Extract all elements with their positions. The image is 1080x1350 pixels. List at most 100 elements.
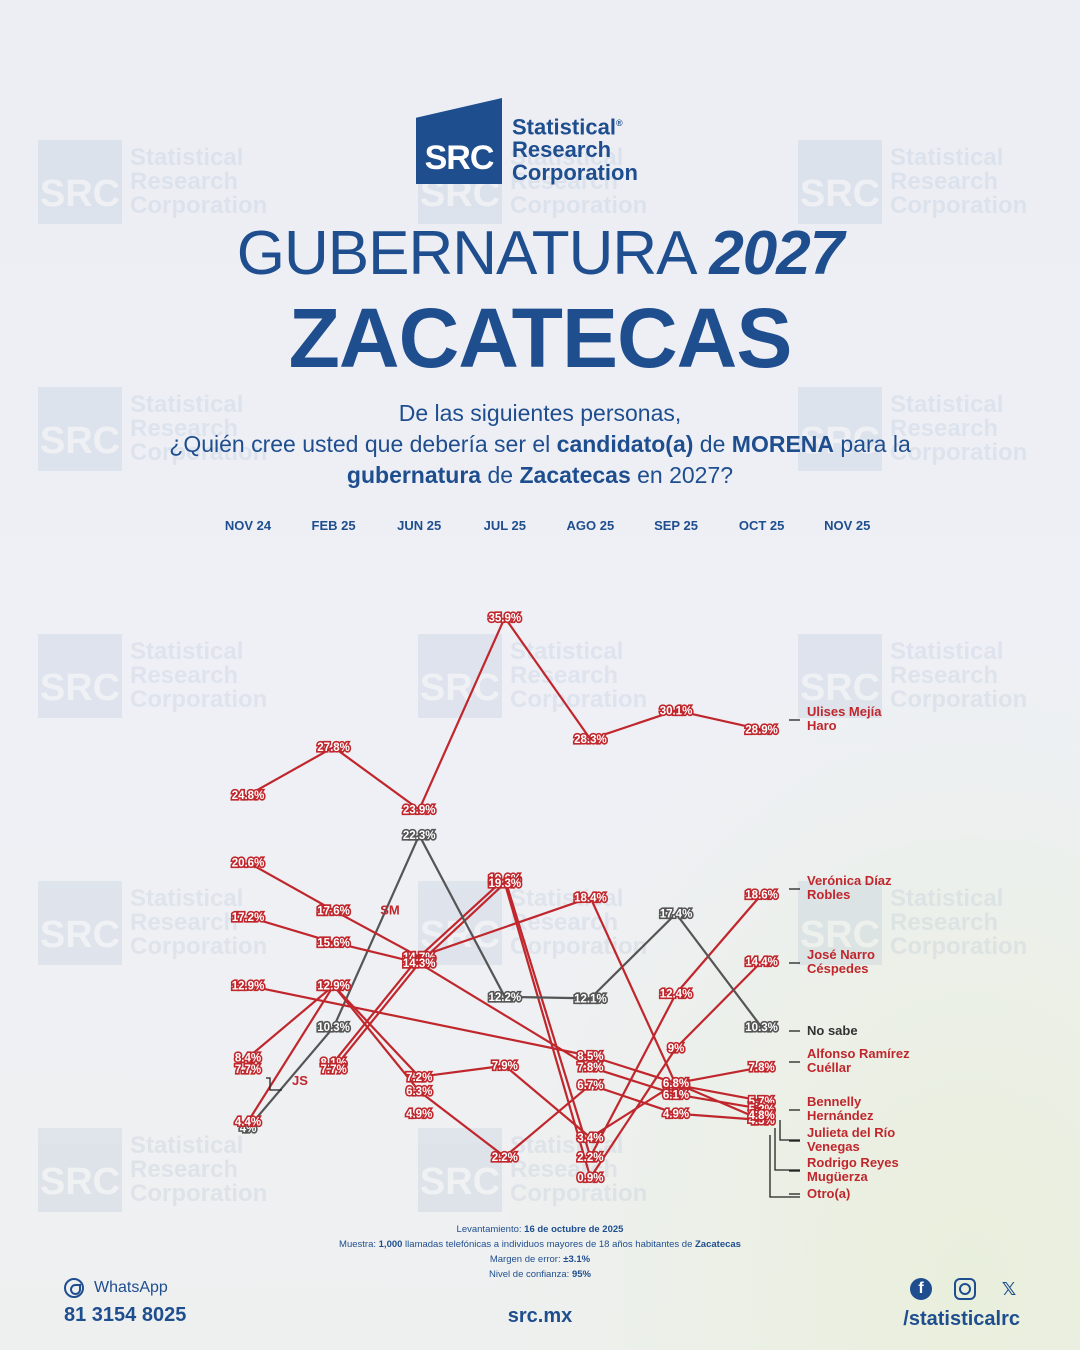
data-label: 12.9% (316, 979, 352, 994)
data-label: 6.7% (661, 1078, 690, 1093)
svg-text:12.2%: 12.2% (488, 992, 521, 1004)
data-label: 23.9% (401, 803, 437, 818)
data-label: 17.6% (316, 904, 352, 919)
x-tick-label: JUL 25 (483, 518, 526, 533)
q-bold: candidato(a) (556, 431, 694, 457)
svg-text:7.8%: 7.8% (577, 1062, 603, 1074)
svg-text:10.3%: 10.3% (745, 1022, 778, 1034)
data-label: 14.4% (744, 955, 780, 970)
data-label: 6.8% (661, 1077, 690, 1092)
q-bold: Zacatecas (519, 462, 631, 488)
svg-text:4.9%: 4.9% (663, 1109, 689, 1121)
registered-mark: ® (615, 117, 623, 128)
instagram-icon[interactable] (954, 1278, 976, 1300)
svg-text:18.4%: 18.4% (574, 893, 607, 905)
svg-text:6.1%: 6.1% (663, 1089, 689, 1101)
logo-line1: Statistical (512, 114, 616, 139)
svg-text:28.3%: 28.3% (574, 734, 607, 746)
note-value: 95% (571, 1269, 591, 1280)
facebook-icon[interactable]: f (910, 1278, 932, 1300)
svg-text:14.7%: 14.7% (403, 952, 436, 964)
data-label: 7.8% (576, 1061, 605, 1076)
svg-text:5.2%: 5.2% (748, 1104, 774, 1116)
data-label: 4.9% (404, 1107, 433, 1122)
svg-text:8.1%: 8.1% (320, 1057, 346, 1069)
svg-text:27.8%: 27.8% (317, 742, 350, 754)
data-label: 35.9% (487, 611, 523, 626)
legend-label: Céspedes (807, 961, 868, 976)
data-label: 14.3% (401, 957, 437, 972)
website-link[interactable]: src.mx (507, 1305, 573, 1327)
data-label: 27.8% (316, 741, 352, 756)
question-line3: gubernatura de Zacatecas en 2027? (60, 460, 1020, 491)
whatsapp-label: WhatsApp (94, 1279, 168, 1296)
social-handle[interactable]: /statisticalrc (903, 1308, 1020, 1330)
data-label: 24.8% (230, 789, 266, 804)
legend-label: Bennelly (807, 1094, 862, 1109)
data-label: 7.8% (747, 1061, 776, 1076)
svg-text:35.9%: 35.9% (488, 613, 521, 625)
x-tick-label: JUN 25 (397, 518, 442, 533)
data-label: 4.9% (661, 1107, 690, 1122)
data-label: 17.4% (658, 907, 694, 922)
data-label: 7.7% (319, 1062, 348, 1077)
svg-text:17.6%: 17.6% (317, 905, 350, 917)
svg-text:24.8%: 24.8% (232, 790, 265, 802)
svg-text:7.2%: 7.2% (406, 1072, 432, 1084)
q-text: en 2027? (630, 462, 734, 488)
svg-text:17.2%: 17.2% (232, 912, 265, 924)
q-text: de (693, 431, 732, 457)
social-links: f 𝕏 /statisticalrc (903, 1278, 1020, 1331)
svg-text:7.7%: 7.7% (235, 1064, 261, 1076)
whatsapp-contact[interactable]: WhatsApp 81 3154 8025 (64, 1278, 186, 1327)
legend-label: Alfonso Ramírez (807, 1046, 910, 1061)
x-icon[interactable]: 𝕏 (1001, 1278, 1017, 1299)
note-value: 1,000 (378, 1239, 403, 1250)
data-label: 4.5% (747, 1113, 776, 1128)
data-label: 10.3% (316, 1021, 352, 1036)
logo-line3: Corporation (512, 160, 638, 185)
svg-text:10.3%: 10.3% (317, 1022, 350, 1034)
note-text: Margen de error: (489, 1254, 564, 1265)
data-label: 14.3% (401, 957, 437, 972)
data-label: 7.9% (490, 1059, 519, 1074)
data-label: 4.4% (233, 1115, 262, 1130)
q-bold: gubernatura (346, 462, 482, 488)
svg-text:8.5%: 8.5% (577, 1051, 603, 1063)
data-label: 6.3% (404, 1085, 433, 1100)
whatsapp-number[interactable]: 81 3154 8025 (64, 1304, 187, 1326)
svg-text:4.4%: 4.4% (235, 1117, 261, 1129)
note-text: Nivel de confianza: (489, 1269, 572, 1280)
svg-text:20.6%: 20.6% (232, 857, 265, 869)
note-value: 16 de octubre de 2025 (524, 1224, 624, 1235)
legend-label: Cuéllar (807, 1060, 851, 1075)
note-text: Muestra: (339, 1239, 379, 1250)
x-tick-label: AGO 25 (566, 518, 615, 533)
series-line (247, 915, 762, 1110)
svg-text:19.3%: 19.3% (488, 878, 521, 890)
svg-text:12.9%: 12.9% (317, 981, 350, 993)
data-label: 6.8% (661, 1077, 690, 1092)
whatsapp-icon (64, 1278, 84, 1298)
series-line (247, 861, 762, 1102)
data-label: 15.6% (316, 936, 352, 951)
legend-label: Hernández (807, 1108, 874, 1123)
methodology-notes: Levantamiento: 16 de octubre de 2025 Mue… (0, 1222, 1080, 1282)
svg-text:4.5%: 4.5% (748, 1115, 774, 1127)
data-label: 17.2% (230, 910, 266, 925)
svg-text:5.7%: 5.7% (748, 1096, 774, 1108)
data-label: 3.4% (576, 1131, 605, 1146)
series-line (247, 984, 763, 1139)
legend-label: Julieta del Río (807, 1125, 895, 1140)
svg-text:4.8%: 4.8% (748, 1110, 774, 1122)
svg-text:30.1%: 30.1% (660, 705, 693, 717)
svg-text:12.9%: 12.9% (232, 981, 265, 993)
q-text: para la (834, 431, 911, 457)
note-text: Levantamiento: (456, 1224, 525, 1235)
svg-text:12.4%: 12.4% (660, 989, 693, 1001)
series-line (332, 882, 763, 1179)
x-tick-label: NOV 25 (824, 518, 871, 533)
svg-text:3.4%: 3.4% (577, 1133, 603, 1145)
logo-letters: SRC (424, 139, 495, 177)
svg-text:4%: 4% (240, 1123, 257, 1135)
